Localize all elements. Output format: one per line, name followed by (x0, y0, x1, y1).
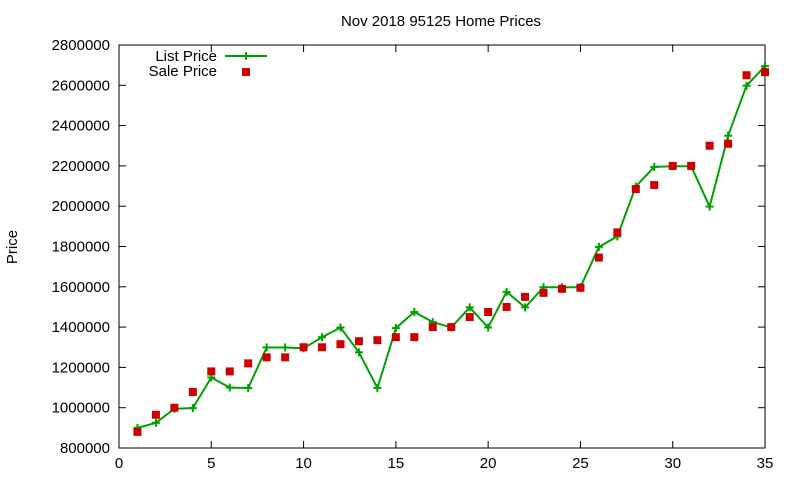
sale-price-point (318, 343, 327, 352)
y-tick-label: 1000000 (52, 400, 110, 417)
y-tick-label: 2800000 (52, 37, 110, 54)
list-price-point (336, 323, 345, 332)
x-tick-label: 35 (757, 455, 774, 472)
x-tick-label: 10 (295, 455, 312, 472)
sale-price-point (724, 139, 733, 148)
sale-price-point (687, 161, 696, 170)
axis-ticks: 0 5 10 15 20 25 30 35 800000 1000000 1200000 140000… (52, 37, 774, 472)
y-tick-label: 2000000 (52, 198, 110, 215)
list-price-point (465, 303, 474, 312)
sale-price-point (336, 340, 345, 349)
sale-price-point (151, 410, 160, 419)
list-price-point (318, 333, 327, 342)
y-tick-label: 2200000 (52, 158, 110, 175)
sale-price-point (447, 323, 456, 332)
list-price-point (188, 404, 197, 413)
y-tick-label: 2400000 (52, 118, 110, 135)
legend-sale-price-swatch (242, 68, 250, 76)
list-price-point (742, 81, 751, 90)
list-price-point (354, 348, 363, 357)
sale-price-point (465, 313, 474, 322)
list-price-point (244, 383, 253, 392)
sale-price-point (576, 283, 585, 292)
list-price-point (521, 303, 530, 312)
sale-price-point (281, 353, 290, 362)
legend-sale-price-label: Sale Price (149, 63, 217, 80)
sale-price-point (188, 387, 197, 396)
sale-price-point (262, 353, 271, 362)
sale-price-point (410, 333, 419, 342)
list-price-point (151, 418, 160, 427)
y-tick-label: 1200000 (52, 359, 110, 376)
sale-price-point (225, 367, 234, 376)
sale-price-point (594, 253, 603, 262)
list-price-point (262, 343, 271, 352)
sale-price-point (705, 141, 714, 150)
sale-price-point (631, 185, 640, 194)
x-tick-label: 20 (480, 455, 497, 472)
sale-price-point (539, 288, 548, 297)
sale-price-point (650, 181, 659, 190)
list-price-point (724, 131, 733, 140)
list-price-point (391, 324, 400, 333)
plot-frame (118, 44, 766, 449)
sale-price-point (742, 71, 751, 80)
y-tick-label: 1600000 (52, 279, 110, 296)
list-price-point (373, 383, 382, 392)
sale-price-point (428, 323, 437, 332)
sale-price-point (299, 343, 308, 352)
y-tick-label: 2600000 (52, 77, 110, 94)
sale-price-point (761, 68, 769, 77)
sale-price-point (613, 228, 622, 237)
chart-title: Nov 2018 95125 Home Prices (341, 13, 541, 30)
y-tick-label: 1400000 (52, 319, 110, 336)
list-price-point (650, 162, 659, 171)
list-price-point (594, 242, 603, 251)
list-price-point (225, 383, 234, 392)
list-price-point (484, 323, 493, 332)
data-series (133, 62, 769, 436)
list-price-point (705, 202, 714, 211)
sale-price-point (207, 367, 216, 376)
sale-price-point (557, 284, 566, 293)
y-tick-label: 1800000 (52, 239, 110, 256)
list-price-point (502, 287, 511, 296)
sale-price-point (521, 292, 530, 301)
x-tick-label: 15 (388, 455, 405, 472)
sale-price-point (484, 307, 493, 316)
sale-price-point (373, 336, 382, 345)
sale-price-point (133, 427, 142, 436)
sale-price-point (391, 333, 400, 342)
x-tick-label: 5 (207, 455, 215, 472)
sale-price-point (354, 337, 363, 346)
sale-price-point (244, 359, 253, 368)
legend-list-price-label: List Price (155, 48, 217, 65)
list-price-point (410, 307, 419, 316)
y-tick-label: 800000 (60, 440, 110, 457)
x-tick-label: 0 (115, 455, 123, 472)
x-tick-label: 25 (572, 455, 589, 472)
sale-price-point (668, 161, 677, 170)
y-axis-label: Price (4, 230, 21, 264)
list-price-point (281, 343, 290, 352)
x-tick-label: 30 (664, 455, 681, 472)
sale-price-point (502, 302, 511, 311)
sale-price-point (170, 403, 179, 412)
